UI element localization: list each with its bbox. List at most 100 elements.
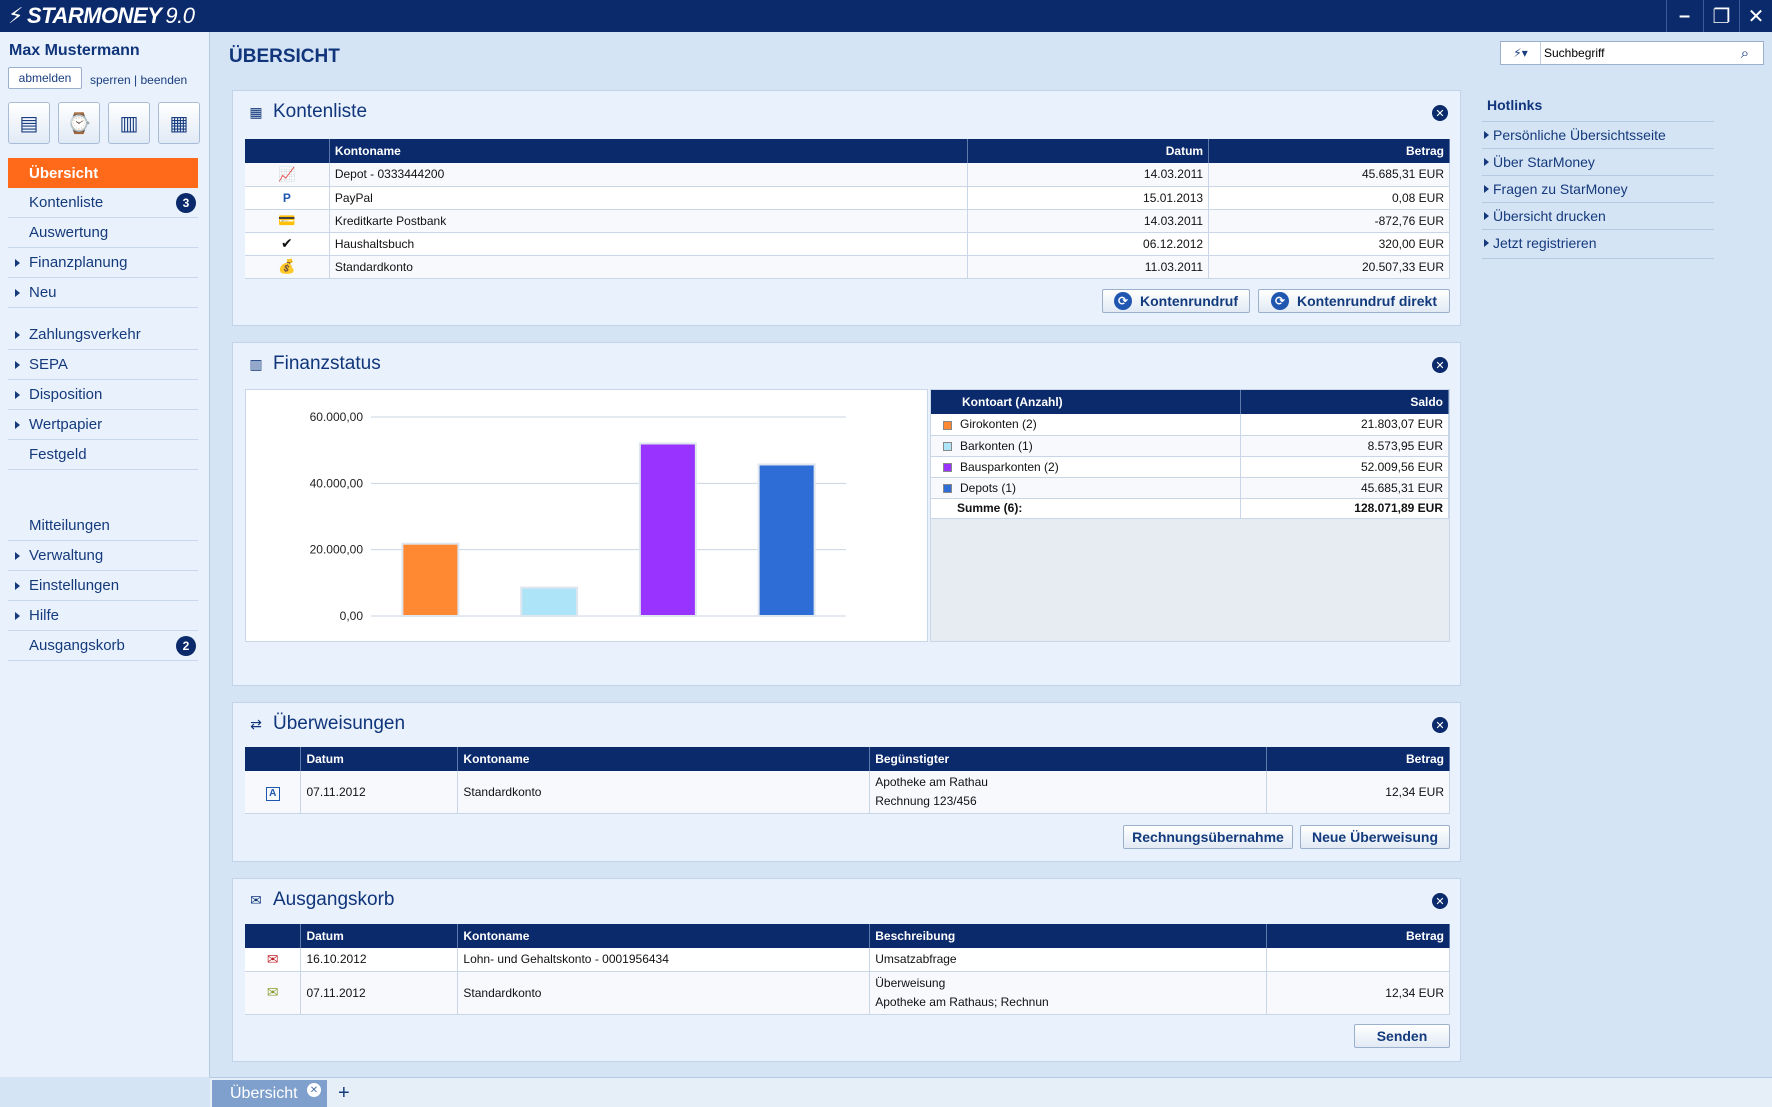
nav-item-wertpapier[interactable]: Wertpapier [8, 410, 198, 440]
nav-label: Einstellungen [29, 577, 120, 594]
kontenrundruf-direkt-button[interactable]: ⟳ Kontenrundruf direkt [1258, 289, 1450, 313]
table-row[interactable]: ✔ Haushaltsbuch 06.12.2012 320,00 EUR [245, 232, 1450, 256]
column-header-saldo[interactable]: Saldo [1240, 390, 1449, 414]
close-panel-icon[interactable]: ✕ [1432, 717, 1448, 733]
column-header-datum[interactable]: Datum [300, 747, 459, 771]
failed-envelope-icon: ✉ [245, 948, 302, 972]
column-header-kontoname[interactable]: Kontoname [457, 924, 871, 948]
table-row[interactable]: 💰 Standardkonto 11.03.2011 20.507,33 EUR [245, 255, 1450, 279]
statement-icon[interactable]: ▤ [8, 102, 50, 144]
bar-depots[interactable] [757, 463, 816, 618]
legend-swatch [943, 420, 952, 430]
rechnungsuebernahme-button[interactable]: Rechnungsübernahme [1123, 825, 1293, 849]
hotlink-about[interactable]: Über StarMoney [1484, 154, 1595, 170]
neue-ueberweisung-button[interactable]: Neue Überweisung [1300, 825, 1450, 849]
column-header-kontoart[interactable]: Kontoart (Anzahl) [931, 390, 1242, 414]
hotlink-register[interactable]: Jetzt registrieren [1484, 235, 1596, 251]
column-header-betrag[interactable]: Betrag [1208, 139, 1450, 163]
bar-bausparkonten[interactable] [638, 442, 697, 617]
nav-item-disposition[interactable]: Disposition [8, 380, 198, 410]
column-header-beschreibung[interactable]: Beschreibung [869, 924, 1268, 948]
kontenrundruf-button[interactable]: ⟳ Kontenrundruf [1102, 289, 1250, 313]
table-row[interactable]: Girokonten (2) 21.803,07 EUR [931, 414, 1449, 436]
close-panel-icon[interactable]: ✕ [1432, 357, 1448, 373]
search-scope-dropdown[interactable]: ⚡ ▾ [1501, 42, 1541, 64]
nav-label: SEPA [29, 356, 68, 373]
hotlink-personal-overview[interactable]: Persönliche Übersichtsseite [1484, 127, 1666, 143]
nav-label: Auswertung [29, 224, 109, 241]
hotlink-print[interactable]: Übersicht drucken [1484, 208, 1606, 224]
finance-chart-icon[interactable]: ▥ [108, 102, 150, 144]
nav-item-hilfe[interactable]: Hilfe [8, 601, 198, 631]
minimize-button[interactable]: – [1666, 0, 1702, 32]
ausgangskorb-title: Ausgangskorb [273, 889, 395, 910]
total-balance: 128.071,89 EUR [1240, 498, 1449, 519]
hotlink-faq[interactable]: Fragen zu StarMoney [1484, 181, 1628, 197]
logout-button[interactable]: abmelden [8, 67, 82, 89]
arrow-right-icon [1484, 239, 1489, 247]
ueberweisungen-header: ⇄ Überweisungen [245, 713, 405, 735]
expand-arrow-icon [15, 552, 20, 560]
close-button[interactable]: ✕ [1739, 0, 1772, 32]
lock-link[interactable]: sperren [90, 73, 131, 87]
bar-chart: 0,00 20.000,00 40.000,00 60.000,00 [310, 410, 846, 623]
outbox-table: Datum Kontoname Beschreibung Betrag ✉ 16… [245, 924, 1450, 1015]
nav-item-uebersicht[interactable]: Übersicht [8, 158, 198, 188]
bar-barkonten[interactable] [520, 586, 579, 617]
finanzstatus-title: Finanzstatus [273, 353, 381, 374]
table-grid-icon: ▦ [249, 103, 263, 120]
table-row[interactable]: P PayPal 15.01.2013 0,08 EUR [245, 186, 1450, 210]
column-header-betrag[interactable]: Betrag [1266, 747, 1450, 771]
nav-item-finanzplanung[interactable]: Finanzplanung [8, 248, 198, 278]
add-tab-button[interactable]: + [338, 1082, 350, 1104]
nav-item-sepa[interactable]: SEPA [8, 350, 198, 380]
quit-link[interactable]: beenden [140, 73, 188, 87]
hotlink-label: Übersicht drucken [1493, 208, 1606, 224]
table-row[interactable]: Bausparkonten (2) 52.009,56 EUR [931, 456, 1449, 478]
maximize-button[interactable]: ❐ [1703, 0, 1739, 32]
transfer-date: 07.11.2012 [300, 771, 459, 814]
column-header-betrag[interactable]: Betrag [1266, 924, 1450, 948]
hotlink-label: Persönliche Übersichtsseite [1493, 127, 1666, 143]
senden-button[interactable]: Senden [1354, 1024, 1450, 1048]
nav-item-kontenliste[interactable]: Kontenliste 3 [8, 188, 198, 218]
column-header-beguenstigter[interactable]: Begünstigter [869, 747, 1268, 771]
table-row[interactable]: 📈 Depot - 0333444200 14.03.2011 45.685,3… [245, 163, 1450, 187]
table-row[interactable]: ✉ 07.11.2012 Standardkonto Überweisung Ap… [245, 971, 1450, 1015]
table-row[interactable]: 💳 Kreditkarte Postbank 14.03.2011 -872,7… [245, 209, 1450, 233]
transfer-a-icon: A [245, 771, 302, 814]
nav-item-festgeld[interactable]: Festgeld [8, 440, 198, 470]
bar-girokonten[interactable] [401, 542, 460, 617]
nav-item-zahlungsverkehr[interactable]: Zahlungsverkehr [8, 320, 198, 350]
search-icon[interactable]: ⌕ [1740, 44, 1750, 62]
transfer-account: Standardkonto [457, 771, 871, 814]
nav-item-verwaltung[interactable]: Verwaltung [8, 541, 198, 571]
nav-item-einstellungen[interactable]: Einstellungen [8, 571, 198, 601]
outbox-description: Überweisung Apotheke am Rathaus; Rechnun [869, 971, 1268, 1015]
close-panel-icon[interactable]: ✕ [1432, 105, 1448, 121]
close-tab-icon[interactable]: ✕ [307, 1083, 321, 1097]
y-tick-label: 0,00 [340, 609, 364, 623]
hotlink-label: Fragen zu StarMoney [1493, 181, 1628, 197]
search-input[interactable] [1541, 43, 1731, 63]
close-panel-icon[interactable]: ✕ [1432, 893, 1448, 909]
expand-arrow-icon [15, 391, 20, 399]
nav-item-auswertung[interactable]: Auswertung [8, 218, 198, 248]
transfer-clock-icon[interactable]: ⌚ [58, 102, 100, 144]
nav-item-neu[interactable]: Neu [8, 278, 198, 308]
column-header-datum[interactable]: Datum [967, 139, 1210, 163]
tab-uebersicht[interactable]: Übersicht ✕ [212, 1080, 327, 1107]
nav-label: Mitteilungen [29, 517, 110, 534]
table-row[interactable]: ✉ 16.10.2012 Lohn- und Gehaltskonto - 00… [245, 948, 1450, 972]
nav-item-ausgangskorb[interactable]: Ausgangskorb 2 [8, 631, 198, 661]
column-header-kontoname[interactable]: Kontoname [329, 139, 969, 163]
table-row[interactable]: Barkonten (1) 8.573,95 EUR [931, 435, 1449, 457]
table-row[interactable]: Depots (1) 45.685,31 EUR [931, 477, 1449, 499]
column-header-datum[interactable]: Datum [300, 924, 459, 948]
calculator-icon[interactable]: ▦ [158, 102, 200, 144]
outbox-amount [1266, 948, 1450, 972]
nav-item-mitteilungen[interactable]: Mitteilungen [8, 511, 198, 541]
column-header-kontoname[interactable]: Kontoname [457, 747, 871, 771]
expand-arrow-icon [15, 612, 20, 620]
table-row[interactable]: A 07.11.2012 Standardkonto Apotheke am R… [245, 771, 1450, 814]
